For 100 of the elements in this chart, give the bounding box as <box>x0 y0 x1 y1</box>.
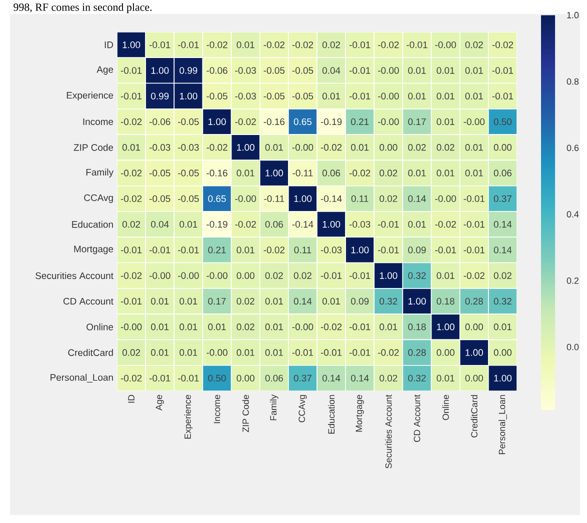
data-label: -0.02 <box>292 41 314 48</box>
x-tick-label: CreditCard <box>470 395 478 438</box>
data-label: 0.01 <box>322 298 340 305</box>
x-tick-label: Family <box>270 394 278 420</box>
data-label: -0.14 <box>320 195 342 202</box>
data-label: -0.03 <box>350 220 370 228</box>
data-label: 0.18 <box>436 298 454 305</box>
data-label: -0.00 <box>235 195 256 202</box>
data-label: -0.00 <box>150 272 170 279</box>
data-label: 0.14 <box>322 374 340 382</box>
data-label: 0.65 <box>294 118 312 126</box>
data-label: 0.21 <box>208 246 226 254</box>
x-tick-label: Securities Account <box>385 394 392 468</box>
y-tick-label: ZIP Code <box>74 144 114 151</box>
data-label: 0.06 <box>265 220 283 228</box>
data-label: -0.05 <box>206 92 228 100</box>
data-label: 0.14 <box>494 220 512 228</box>
data-label: 0.01 <box>265 298 283 305</box>
data-label: 0.18 <box>408 324 426 330</box>
data-label: -0.02 <box>264 41 284 48</box>
data-label: 0.00 <box>494 349 512 356</box>
y-tick-label: Mortgage <box>74 246 114 254</box>
data-label: -0.02 <box>206 144 228 151</box>
data-label: 0.02 <box>380 195 398 202</box>
data-label: 0.01 <box>408 220 426 228</box>
data-label: 0.32 <box>408 374 426 382</box>
data-label: -0.00 <box>378 118 399 126</box>
x-tick-label: Income <box>214 394 220 424</box>
color-bar-label: 1.0 <box>567 12 579 18</box>
data-label: 0.01 <box>151 298 169 305</box>
data-label: 0.02 <box>436 144 454 151</box>
data-label: 0.01 <box>436 170 454 176</box>
data-label: -0.06 <box>206 67 228 74</box>
color-bar-label: 0.0 <box>566 344 579 350</box>
color-bar-label: 0.2 <box>566 277 579 284</box>
text: 998, RF comes in second place. <box>14 3 152 14</box>
data-label: 0.01 <box>436 118 454 126</box>
data-label: 0.04 <box>151 220 169 228</box>
data-label: -0.00 <box>435 195 456 202</box>
x-tick-label: Online <box>442 394 449 420</box>
data-label: 0.02 <box>294 272 312 279</box>
data-label: 0.14 <box>351 374 369 382</box>
data-label: 0.09 <box>351 298 369 305</box>
data-label: -0.02 <box>320 144 342 151</box>
data-label: -0.00 <box>292 324 314 330</box>
x-tick-label: CCAvg <box>298 395 307 422</box>
data-label: -0.01 <box>378 220 399 228</box>
x-tick-label: Mortgage <box>356 394 364 432</box>
x-tick-label: Experience <box>184 394 193 439</box>
y-tick-label: Age <box>96 66 114 75</box>
data-label: -0.02 <box>206 41 228 48</box>
data-label: -0.00 <box>178 272 199 279</box>
data-label: -0.01 <box>150 374 170 382</box>
data-label: -0.03 <box>320 246 342 254</box>
data-label: -0.16 <box>206 170 228 176</box>
data-label: 0.09 <box>408 246 426 254</box>
data-label: 0.00 <box>236 374 254 382</box>
data-label: 0.14 <box>408 195 426 202</box>
data-label: 0.01 <box>180 349 198 356</box>
data-label: 1.00 <box>408 298 426 305</box>
data-label: 1.00 <box>380 272 398 279</box>
data-label: -0.16 <box>264 118 285 126</box>
data-label: 1.00 <box>266 170 283 176</box>
data-label: 0.00 <box>465 324 483 330</box>
data-label: -0.01 <box>178 246 199 254</box>
data-label: -0.05 <box>178 118 199 126</box>
y-tick-label: Family <box>86 168 114 178</box>
data-label: 0.00 <box>236 272 254 279</box>
data-label: -0.01 <box>178 41 199 48</box>
data-label: 1.00 <box>466 349 483 356</box>
data-label: -0.00 <box>464 118 485 126</box>
data-label: 0.02 <box>236 324 254 330</box>
data-label: 0.01 <box>465 170 483 176</box>
color-bar-label: 0.4 <box>566 211 579 218</box>
data-label: -0.05 <box>264 67 285 74</box>
data-label: 0.01 <box>180 298 198 305</box>
data-label: 0.06 <box>322 170 340 176</box>
data-label: 0.02 <box>122 349 140 356</box>
data-label: 1.00 <box>351 246 369 254</box>
data-label: -0.02 <box>120 118 142 126</box>
y-tick-label: CD Account <box>63 298 114 305</box>
data-label: 0.01 <box>322 92 340 100</box>
data-label: -0.05 <box>150 195 170 202</box>
data-label: 0.01 <box>380 324 398 330</box>
data-label: -0.01 <box>320 272 342 279</box>
data-label: -0.05 <box>292 92 314 100</box>
data-label: 0.01 <box>436 92 454 100</box>
data-label: 0.28 <box>465 298 483 305</box>
data-label: -0.03 <box>235 92 256 100</box>
data-label: -0.01 <box>464 220 484 228</box>
data-label: 0.01 <box>265 324 283 330</box>
data-label: -0.01 <box>120 67 142 74</box>
data-label: -0.01 <box>492 92 514 100</box>
x-tick-label: Education <box>328 395 335 434</box>
data-label: 1.00 <box>237 144 254 151</box>
data-label: 0.02 <box>408 144 426 151</box>
y-tick-label: Experience <box>66 92 114 101</box>
data-label: 0.02 <box>380 170 398 176</box>
data-label: -0.01 <box>350 67 370 74</box>
data-label: 0.00 <box>380 144 398 151</box>
